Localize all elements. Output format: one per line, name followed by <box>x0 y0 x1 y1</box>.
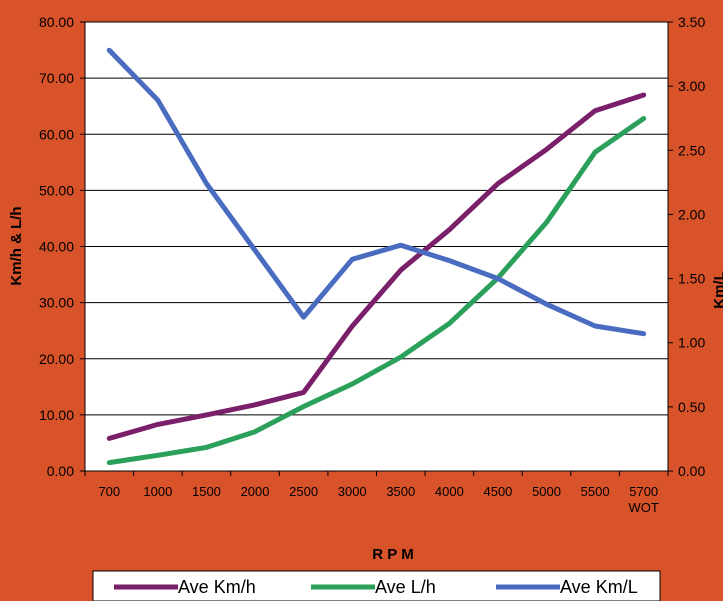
x-tick-label: 2000 <box>241 484 270 499</box>
y-left-tick-label: 30.00 <box>39 295 74 311</box>
x-tick-label: 700 <box>98 484 120 499</box>
series-line-ave-km-h <box>106 92 647 441</box>
y-axis-left-title: Km/h & L/h <box>8 206 25 285</box>
y-right-tick-label: 0.50 <box>678 399 705 415</box>
x-tick-label: 3000 <box>338 484 367 499</box>
x-tick-label: 1000 <box>143 484 172 499</box>
y-axis-left-ticks: 0.00 10.00 20.00 30.00 40.00 50.00 60.00 70.00 8… <box>39 14 85 479</box>
x-axis-ticks: 700 1000 1500 2000 2500 3000 3500 4000 4500 5000 5… <box>84 471 669 515</box>
x-tick-label: 3500 <box>386 484 415 499</box>
y-left-tick-label: 50.00 <box>39 182 74 198</box>
y-right-tick-label: 1.50 <box>678 271 705 287</box>
x-tick-label: 4500 <box>483 484 512 499</box>
x-tick-label: 4000 <box>435 484 464 499</box>
series-line-ave-km-l <box>106 47 647 337</box>
x-tick-label: 5700 <box>629 484 658 499</box>
y-left-tick-label: 40.00 <box>39 239 74 255</box>
y-left-tick-label: 0.00 <box>47 463 74 479</box>
gridlines <box>85 77 668 416</box>
y-right-tick-label: 1.00 <box>678 335 705 351</box>
x-tick-sublabel: WOT <box>629 500 659 515</box>
x-tick-label: 5000 <box>532 484 561 499</box>
y-left-tick-label: 10.00 <box>39 407 74 423</box>
y-axis-right-title: Km/L <box>711 271 723 309</box>
x-tick-label: 2500 <box>289 484 318 499</box>
series-lines <box>106 47 647 466</box>
x-axis-title: R P M <box>372 546 413 563</box>
y-right-tick-label: 3.00 <box>678 78 705 94</box>
y-right-tick-label: 2.00 <box>678 206 705 222</box>
legend-label-ave-km-h: Ave Km/h <box>178 577 256 597</box>
y-left-tick-label: 60.00 <box>39 126 74 142</box>
x-tick-label: 1500 <box>192 484 221 499</box>
y-left-tick-label: 20.00 <box>39 351 74 367</box>
legend-label-ave-km-l: Ave Km/L <box>560 577 638 597</box>
y-right-tick-label: 0.00 <box>678 463 705 479</box>
x-tick-label: 5500 <box>581 484 610 499</box>
legend-box <box>92 570 661 601</box>
series-line-ave-l-h <box>106 116 647 466</box>
y-left-tick-label: 70.00 <box>39 70 74 86</box>
y-right-tick-label: 2.50 <box>678 142 705 158</box>
y-left-tick-label: 80.00 <box>39 14 74 30</box>
y-axis-right-ticks: 0.00 0.50 1.00 1.50 2.00 2.50 3.00 3.50 <box>668 14 705 479</box>
legend-label-ave-l-h: Ave L/h <box>375 577 436 597</box>
y-right-tick-label: 3.50 <box>678 14 705 30</box>
legend: Ave Km/h Ave L/h Ave Km/L <box>114 577 638 597</box>
